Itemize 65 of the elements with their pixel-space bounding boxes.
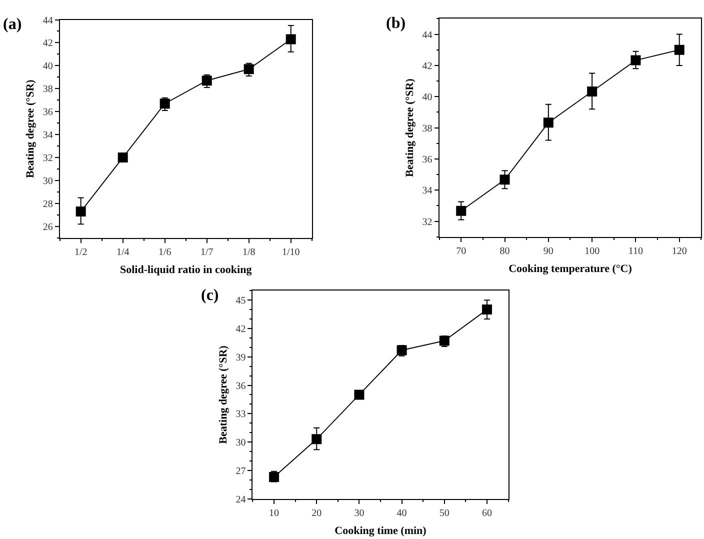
y-tick-label: 24 bbox=[236, 494, 246, 506]
x-tick-label: 20 bbox=[312, 508, 322, 519]
x-tick-label: 70 bbox=[456, 246, 466, 257]
x-tick-label: 1/4 bbox=[116, 246, 130, 258]
x-tick-label: 10 bbox=[269, 508, 280, 519]
y-tick-label: 38 bbox=[42, 84, 53, 96]
chart-title: (c) bbox=[201, 287, 219, 304]
y-tick-label: 32 bbox=[42, 153, 53, 164]
point bbox=[244, 64, 254, 74]
y-tick-label: 42 bbox=[42, 38, 53, 50]
x-tick-label: 80 bbox=[500, 246, 510, 257]
point bbox=[312, 434, 322, 444]
y-tick-label: 36 bbox=[422, 154, 432, 166]
y-tick-label: 42 bbox=[422, 60, 432, 72]
x-tick-label: 60 bbox=[482, 508, 492, 519]
y-tick-label: 30 bbox=[42, 176, 53, 188]
point bbox=[587, 86, 598, 96]
y-tick-label: 28 bbox=[42, 198, 53, 210]
x-tick-label: 50 bbox=[439, 508, 450, 519]
y-axis-title: Beating degree (°SR) bbox=[217, 345, 230, 444]
x-tick-label: 30 bbox=[354, 508, 364, 519]
point bbox=[354, 390, 364, 400]
point bbox=[674, 44, 684, 55]
y-tick-label: 34 bbox=[422, 186, 432, 197]
y-tick-label: 45 bbox=[236, 296, 246, 307]
y-tick-label: 36 bbox=[236, 380, 246, 392]
y-axis-title: Beating degree (°SR) bbox=[404, 78, 416, 177]
chart-title: (a) bbox=[3, 16, 22, 33]
y-tick-label: 44 bbox=[42, 15, 53, 26]
y-tick-label: 38 bbox=[422, 123, 432, 134]
point bbox=[500, 174, 510, 185]
y-tick-label: 36 bbox=[42, 107, 53, 118]
y-tick-label: 40 bbox=[422, 92, 432, 104]
x-tick-label: 40 bbox=[396, 508, 407, 519]
point bbox=[543, 118, 554, 128]
point bbox=[482, 304, 492, 315]
point bbox=[630, 55, 641, 66]
x-tick-label: 110 bbox=[628, 246, 644, 257]
y-tick-label: 34 bbox=[42, 130, 53, 142]
y-tick-label: 33 bbox=[236, 409, 246, 420]
x-axis-title: Cooking temperature (°C) bbox=[508, 263, 632, 276]
x-tick-label: 100 bbox=[584, 246, 600, 257]
x-tick-label: 1/10 bbox=[282, 246, 300, 258]
y-axis-title: Beating degree (°SR) bbox=[24, 79, 36, 178]
x-tick-label: 1/2 bbox=[74, 246, 88, 258]
chart-title: (b) bbox=[386, 15, 406, 32]
point bbox=[76, 206, 86, 217]
x-tick-label: 1/6 bbox=[158, 246, 172, 258]
y-tick-label: 44 bbox=[422, 30, 432, 41]
y-tick-label: 32 bbox=[422, 216, 432, 228]
x-axis-title: Cooking time (min) bbox=[334, 525, 427, 537]
y-tick-label: 26 bbox=[42, 222, 53, 233]
point bbox=[456, 206, 466, 216]
y-tick-label: 27 bbox=[236, 466, 246, 477]
y-tick-label: 39 bbox=[236, 352, 246, 364]
point bbox=[118, 152, 128, 163]
x-tick-label: 90 bbox=[543, 246, 554, 257]
y-tick-label: 42 bbox=[236, 324, 246, 335]
x-axis-title: Solid-liquid ratio in cooking bbox=[120, 264, 252, 276]
x-tick-label: 1/7 bbox=[200, 246, 214, 258]
point bbox=[286, 34, 296, 44]
y-tick-label: 30 bbox=[236, 438, 246, 449]
x-tick-label: 120 bbox=[672, 246, 687, 257]
y-tick-label: 40 bbox=[42, 61, 53, 72]
x-tick-label: 1/8 bbox=[242, 246, 256, 258]
